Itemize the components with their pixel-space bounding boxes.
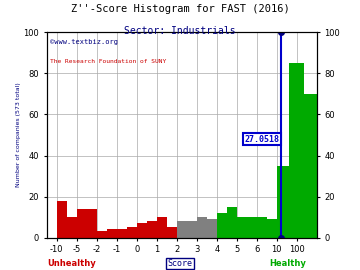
Bar (177, 221, 187, 238)
Bar (267, 221, 272, 238)
Bar (277, 166, 297, 238)
Bar (262, 217, 267, 238)
Bar (207, 219, 217, 238)
Bar (302, 234, 312, 238)
Bar (289, 63, 304, 238)
Bar (137, 223, 147, 238)
Text: Healthy: Healthy (270, 259, 306, 268)
Bar (117, 230, 127, 238)
Bar (127, 227, 137, 238)
Bar (272, 219, 277, 238)
Bar (187, 221, 197, 238)
Text: Score: Score (167, 259, 193, 268)
Bar (57, 201, 67, 238)
Y-axis label: Number of companies (573 total): Number of companies (573 total) (15, 83, 21, 187)
Bar (217, 213, 227, 238)
Bar (267, 219, 272, 238)
Bar (272, 221, 277, 238)
Bar (257, 217, 262, 238)
Bar (87, 209, 97, 238)
Bar (157, 217, 167, 238)
Bar (67, 217, 77, 238)
Bar (277, 223, 282, 238)
Bar (107, 230, 117, 238)
Bar (167, 227, 177, 238)
Bar (97, 231, 107, 238)
Text: Z''-Score Histogram for FAST (2016): Z''-Score Histogram for FAST (2016) (71, 4, 289, 14)
Text: The Research Foundation of SUNY: The Research Foundation of SUNY (50, 59, 166, 64)
Bar (227, 207, 237, 238)
Bar (197, 217, 207, 238)
Bar (282, 223, 287, 238)
Text: ©www.textbiz.org: ©www.textbiz.org (50, 39, 117, 45)
Text: 27.0518: 27.0518 (244, 135, 280, 144)
Bar (237, 217, 247, 238)
Bar (247, 217, 257, 238)
Bar (147, 221, 157, 238)
Bar (304, 94, 319, 238)
Text: Unhealthy: Unhealthy (48, 259, 96, 268)
Text: Sector: Industrials: Sector: Industrials (124, 26, 236, 36)
Bar (77, 209, 87, 238)
